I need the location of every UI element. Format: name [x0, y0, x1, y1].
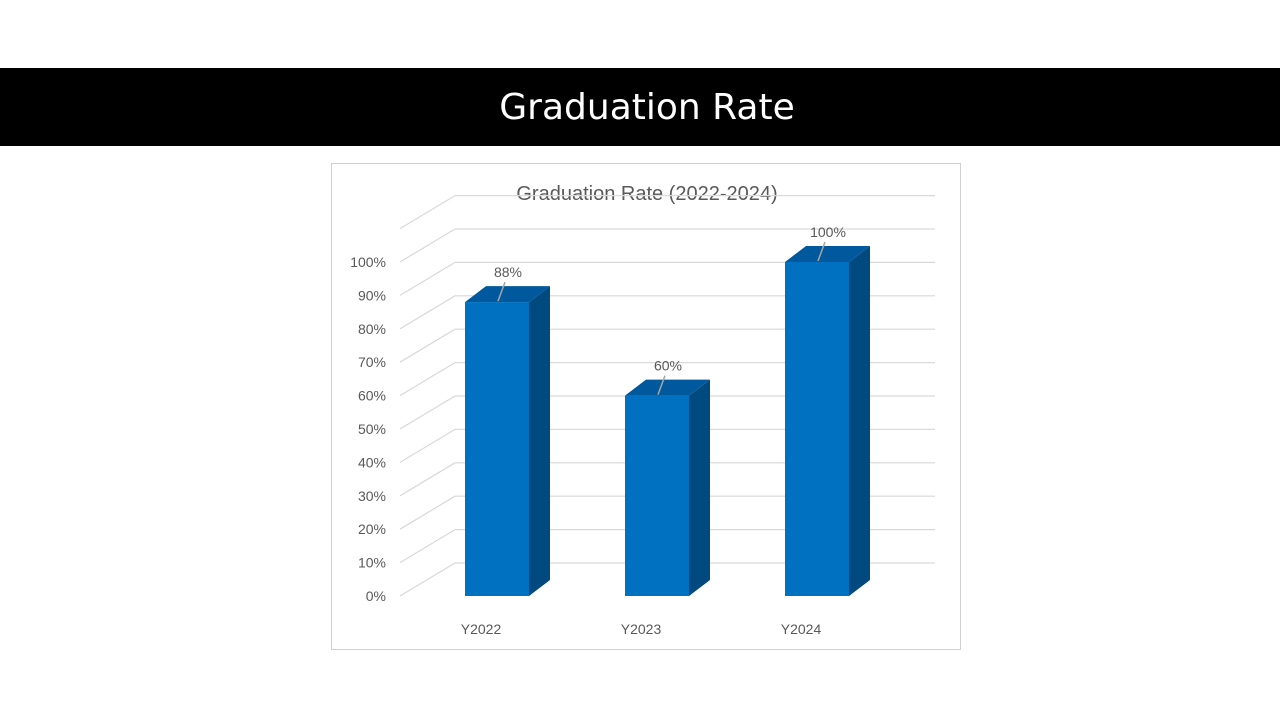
bar-chart: Graduation Rate (2022-2024) 0% 10% 20% 30% 4…: [350, 183, 935, 637]
slide-title: Graduation Rate: [499, 86, 795, 128]
data-label: 60%: [654, 358, 682, 374]
gridline-depth: [399, 495, 456, 530]
data-label: 88%: [494, 264, 522, 280]
chart-frame: Graduation Rate (2022-2024) 0% 10% 20% 30% 4…: [331, 163, 961, 650]
y-tick-label: 0%: [366, 588, 386, 604]
bar-y2023: 60%: [625, 358, 710, 596]
x-tick-label: Y2024: [781, 621, 822, 637]
bar-top: [785, 246, 870, 262]
gridline-depth: [399, 562, 456, 597]
y-tick-label: 60%: [358, 388, 386, 404]
gridline-depth: [399, 328, 456, 363]
data-label-leader: [817, 241, 826, 262]
gridline-depth: [399, 261, 456, 296]
gridline-depth: [399, 428, 456, 463]
bar-top: [625, 379, 710, 396]
gridline-depth: [399, 362, 456, 397]
y-tick-label: 90%: [358, 287, 386, 303]
y-tick-label: 30%: [358, 488, 386, 504]
y-tick-label: 70%: [358, 354, 386, 370]
data-label-leader: [657, 375, 666, 395]
bar-top: [465, 286, 550, 303]
gridline-depth: [399, 395, 456, 430]
gridline-depth: [399, 529, 456, 564]
bar-side: [849, 246, 870, 596]
y-tick-label: 100%: [350, 254, 386, 270]
data-label-leader: [497, 281, 506, 302]
x-tick-label: Y2022: [461, 621, 502, 637]
bar-front: [625, 395, 689, 596]
y-tick-label: 80%: [358, 321, 386, 337]
y-tick-label: 50%: [358, 421, 386, 437]
bar-side: [529, 286, 550, 596]
gridline-depth: [399, 228, 456, 263]
gridline-depth: [399, 462, 456, 497]
gridline-depth: [399, 295, 456, 330]
bar-side: [689, 379, 710, 596]
bar-y2022: 88%: [465, 264, 550, 596]
bars: 88% 60% 100%: [465, 224, 870, 596]
y-tick-label: 20%: [358, 521, 386, 537]
y-axis-ticks: 0% 10% 20% 30% 40% 50% 60% 70% 80% 90% 100%: [350, 254, 386, 604]
data-label: 100%: [810, 224, 846, 240]
y-tick-label: 40%: [358, 454, 386, 470]
bar-front: [785, 262, 849, 596]
bar-front: [465, 302, 529, 596]
title-bar: Graduation Rate: [0, 68, 1280, 146]
x-tick-label: Y2023: [621, 621, 662, 637]
x-axis-ticks: Y2022 Y2023 Y2024: [461, 621, 822, 637]
y-tick-label: 10%: [358, 555, 386, 571]
bar-y2024: 100%: [785, 224, 870, 596]
chart-title: Graduation Rate (2022-2024): [516, 183, 777, 205]
gridline-depth: [399, 195, 456, 230]
